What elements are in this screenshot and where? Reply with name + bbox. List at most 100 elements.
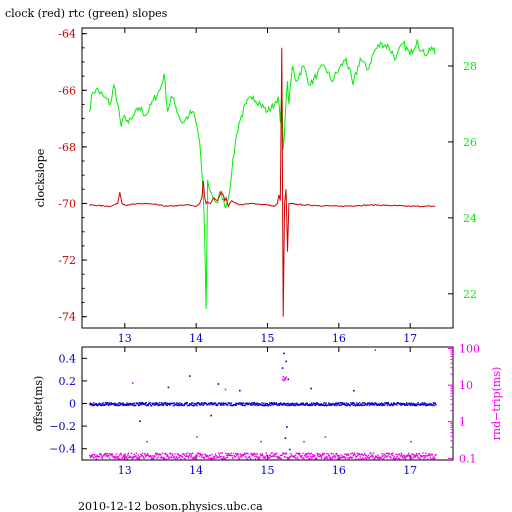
rnd-trip-point xyxy=(422,452,424,454)
offset-point-outlier xyxy=(288,448,291,451)
offset-point xyxy=(355,404,357,406)
offset-point xyxy=(289,404,292,406)
rnd-trip-point xyxy=(195,456,198,458)
offset-point xyxy=(235,403,237,405)
offset-point xyxy=(186,402,188,404)
rnd-trip-point xyxy=(413,455,415,458)
rnd-trip-point xyxy=(318,455,320,458)
rnd-trip-point xyxy=(417,453,420,455)
offset-point xyxy=(157,403,160,406)
offset-point xyxy=(392,403,395,405)
offset-point xyxy=(251,404,254,406)
rnd-trip-point xyxy=(429,455,431,457)
rnd-trip-point xyxy=(269,457,271,459)
offset-point xyxy=(279,403,281,405)
offset-point xyxy=(103,402,105,404)
rnd-trip-point xyxy=(279,457,281,459)
offset-point xyxy=(199,402,201,405)
bottom-y-axis-label: offset(ms) xyxy=(32,376,45,432)
rnd-trip-point xyxy=(201,453,204,456)
offset-point xyxy=(360,404,362,406)
offset-point xyxy=(314,404,316,406)
rnd-trip-point xyxy=(425,452,427,455)
offset-point xyxy=(154,403,157,405)
offset-point xyxy=(138,402,140,404)
offset-point xyxy=(173,404,175,407)
rnd-trip-point xyxy=(115,456,117,458)
offset-point xyxy=(285,403,288,405)
rnd-trip-point xyxy=(372,455,374,457)
offset-point xyxy=(191,402,193,404)
rnd-trip-point xyxy=(351,457,353,459)
offset-point xyxy=(255,404,258,406)
rnd-trip-point xyxy=(105,454,108,457)
offset-point xyxy=(272,402,274,405)
rnd-trip-point xyxy=(191,457,193,459)
offset-point xyxy=(91,403,93,405)
offset-point xyxy=(252,403,255,406)
offset-point xyxy=(370,402,372,404)
rnd-trip-point xyxy=(323,452,325,455)
rnd-trip-point xyxy=(220,455,222,458)
rnd-trip-point xyxy=(412,457,414,459)
rnd-trip-point xyxy=(260,455,263,457)
rnd-trip-point xyxy=(401,453,403,456)
offset-point xyxy=(106,403,108,406)
offset-point xyxy=(241,403,243,405)
top-y-tick-label: -70 xyxy=(58,197,76,210)
rnd-trip-point xyxy=(369,455,372,457)
offset-point xyxy=(133,404,135,407)
rnd-trip-point xyxy=(212,456,215,459)
offset-point xyxy=(306,402,308,404)
rnd-trip-point xyxy=(241,455,244,457)
rnd-trip-point xyxy=(253,452,255,454)
offset-point xyxy=(345,404,347,406)
rnd-trip-point xyxy=(136,457,138,459)
rnd-trip-point xyxy=(348,457,351,460)
rnd-trip-point xyxy=(382,454,384,457)
offset-point xyxy=(205,403,208,405)
offset-point xyxy=(301,402,304,405)
rnd-trip-point xyxy=(176,453,178,455)
rnd-trip-point xyxy=(210,456,212,459)
rnd-trip-point xyxy=(204,454,207,456)
offset-point xyxy=(416,403,419,406)
rnd-trip-point xyxy=(130,452,133,455)
rnd-trip-point xyxy=(90,455,92,457)
rnd-trip-point xyxy=(426,455,428,457)
offset-point xyxy=(291,404,293,406)
rnd-trip-point xyxy=(200,456,203,458)
rnd-trip-point xyxy=(165,458,168,460)
rnd-trip-point xyxy=(177,457,179,460)
rnd-trip-point xyxy=(153,454,156,457)
rnd-trip-point xyxy=(111,455,113,457)
rnd-trip-point xyxy=(311,457,313,460)
rnd-trip-point xyxy=(135,452,137,454)
rnd-trip-point-outlier xyxy=(196,436,198,438)
offset-point xyxy=(323,404,325,407)
offset-point xyxy=(200,402,203,404)
offset-point xyxy=(270,403,272,405)
rnd-trip-point xyxy=(212,458,214,460)
rnd-trip-point xyxy=(121,457,124,460)
offset-point xyxy=(270,404,272,407)
rnd-trip-point xyxy=(283,452,285,454)
offset-point xyxy=(366,404,368,406)
rnd-trip-point xyxy=(183,457,185,459)
rnd-trip-point xyxy=(301,457,304,459)
offset-point xyxy=(310,404,312,407)
rnd-trip-point xyxy=(350,453,352,455)
rnd-trip-point xyxy=(345,453,348,456)
rnd-trip-point xyxy=(365,454,367,457)
offset-point xyxy=(92,404,94,407)
rnd-trip-point xyxy=(188,455,190,457)
rnd-trip-point xyxy=(125,457,127,459)
rnd-trip-point xyxy=(224,457,226,460)
rnd-trip-point xyxy=(383,456,386,459)
offset-point xyxy=(264,404,266,407)
offset-point xyxy=(113,404,116,406)
offset-point xyxy=(337,402,340,404)
offset-point xyxy=(336,404,338,407)
offset-point xyxy=(107,402,109,404)
rnd-trip-point xyxy=(348,454,350,456)
